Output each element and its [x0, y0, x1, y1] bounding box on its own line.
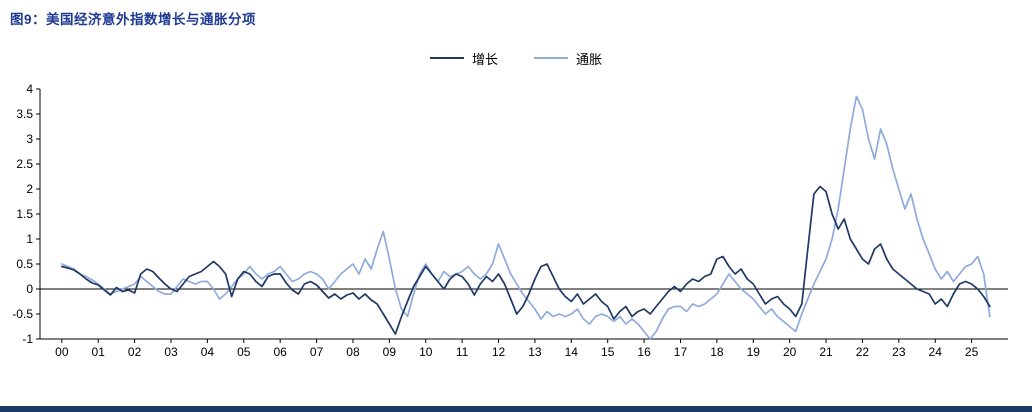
- y-tick-label: 2: [26, 182, 33, 196]
- y-tick-label: -0.5: [12, 307, 33, 321]
- y-tick-label: 1.5: [16, 207, 33, 221]
- x-tick-label: 12: [492, 345, 506, 359]
- inflation-line-swatch: [534, 57, 568, 59]
- y-tick-label: 3.5: [16, 107, 33, 121]
- y-tick-label: 3: [26, 132, 33, 146]
- y-tick-label: 4: [26, 82, 33, 96]
- legend-item-growth: 增长: [429, 49, 498, 68]
- x-tick-label: 19: [747, 345, 761, 359]
- x-tick-label: 15: [601, 345, 615, 359]
- x-tick-label: 16: [637, 345, 651, 359]
- footer-divider-bar: [0, 406, 1032, 412]
- x-tick-label: 05: [237, 345, 251, 359]
- x-tick-label: 20: [783, 345, 797, 359]
- x-tick-label: 04: [201, 345, 215, 359]
- x-tick-label: 00: [55, 345, 69, 359]
- chart-legend: 增长 通胀: [0, 49, 1032, 67]
- x-tick-label: 25: [965, 345, 979, 359]
- line-chart-canvas: 4 3.5 3 2.5 2 1.5 1 0.5 0 -0.5 -1 00 01 02 03 04 05 06 07 0…: [12, 82, 1008, 359]
- figure-title: 图9：美国经济意外指数增长与通胀分项: [10, 12, 257, 27]
- growth-line-swatch: [429, 57, 464, 59]
- x-tick-label: 10: [419, 345, 433, 359]
- x-tick-label: 21: [819, 345, 833, 359]
- x-tick-label: 17: [674, 345, 688, 359]
- legend-label-inflation: 通胀: [576, 51, 603, 67]
- x-tick-label: 22: [856, 345, 870, 359]
- x-tick-label: 07: [310, 345, 324, 359]
- x-tick-label: 01: [92, 345, 106, 359]
- y-tick-label: 2.5: [16, 157, 33, 171]
- figure-header: 图9：美国经济意外指数增长与通胀分项: [0, 0, 1032, 29]
- x-tick-label: 23: [892, 345, 906, 359]
- x-tick-label: 13: [528, 345, 542, 359]
- x-tick-label: 06: [274, 345, 288, 359]
- y-tick-label: 0: [26, 282, 33, 296]
- x-tick-label: 02: [128, 345, 142, 359]
- x-tick-label: 18: [710, 345, 724, 359]
- x-tick-label: 08: [346, 345, 360, 359]
- x-tick-label: 24: [929, 345, 943, 359]
- y-tick-label: 0.5: [16, 257, 33, 271]
- x-tick-label: 03: [164, 345, 178, 359]
- x-tick-label: 09: [383, 345, 397, 359]
- legend-label-growth: 增长: [471, 51, 498, 67]
- legend-item-inflation: 通胀: [534, 49, 602, 68]
- y-tick-label: -1: [22, 332, 33, 346]
- chart-area: 4 3.5 3 2.5 2 1.5 1 0.5 0 -0.5 -1 00 01 02 03 04 05 06 07 0…: [0, 69, 1032, 374]
- x-tick-label: 11: [456, 345, 469, 359]
- y-tick-label: 1: [26, 232, 33, 246]
- inflation-line: [60, 95, 991, 340]
- x-tick-label: 14: [565, 345, 579, 359]
- growth-line: [60, 185, 991, 335]
